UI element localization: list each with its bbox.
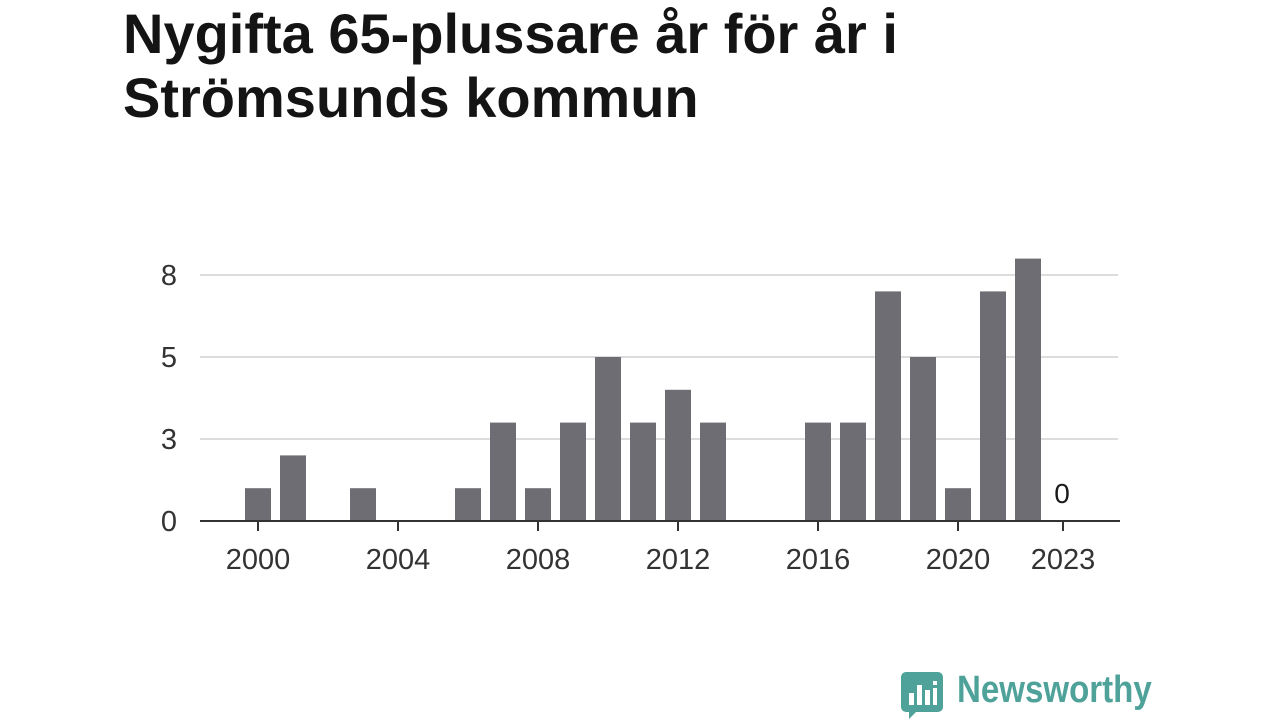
y-tick-label: 8 — [161, 260, 177, 292]
bar-2016 — [805, 422, 831, 521]
x-tick-label: 2023 — [1031, 544, 1096, 576]
bar-2019 — [910, 357, 936, 521]
chart-title: Nygifta 65-plussare år för år i Strömsun… — [123, 2, 898, 129]
bar-2007 — [490, 422, 516, 521]
bar-2022 — [1015, 258, 1041, 521]
bar-2020 — [945, 488, 971, 521]
x-tick-label: 2016 — [786, 544, 851, 576]
bar-2013 — [700, 422, 726, 521]
bar-2011 — [630, 422, 656, 521]
x-tick-label: 2012 — [646, 544, 711, 576]
bar-2006 — [455, 488, 481, 521]
bar-2000 — [245, 488, 271, 521]
y-tick-label: 5 — [161, 342, 177, 374]
x-tick-label: 2004 — [366, 544, 431, 576]
newsworthy-logo-icon — [901, 672, 943, 719]
bar-2001 — [280, 455, 306, 521]
bar-2021 — [980, 291, 1006, 521]
y-tick-label: 0 — [161, 506, 177, 538]
bar-2010 — [595, 357, 621, 521]
value-label-2023: 0 — [1054, 478, 1070, 509]
bar-2018 — [875, 291, 901, 521]
bar-2017 — [840, 422, 866, 521]
x-tick-label: 2008 — [506, 544, 571, 576]
bar-2008 — [525, 488, 551, 521]
x-tick-label: 2020 — [926, 544, 991, 576]
brand-name: Newsworthy — [957, 669, 1152, 711]
bar-2012 — [665, 389, 691, 521]
x-tick-label: 2000 — [226, 544, 291, 576]
bar-2009 — [560, 422, 586, 521]
brand-logo: Newsworthy — [900, 670, 1160, 720]
y-tick-label: 3 — [161, 424, 177, 456]
bar-2003 — [350, 488, 376, 521]
